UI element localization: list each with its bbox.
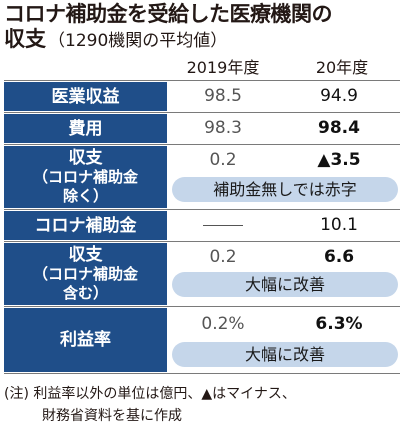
label-line: 除く） xyxy=(62,187,108,205)
footnote-line: 財務省資料を基に作成 xyxy=(42,408,182,424)
value-2019-expenses: 98.3 xyxy=(204,118,242,138)
row-label-margin: 利益率 xyxy=(4,308,167,372)
label-line: 収支 xyxy=(68,148,103,168)
dash-mark xyxy=(203,224,243,226)
divider xyxy=(4,306,400,307)
page-title: コロナ補助金を受給した医療機関の xyxy=(4,2,333,26)
column-header-2020: 20年度 xyxy=(315,58,369,77)
annotation-improved: 大幅に改善 xyxy=(172,342,398,367)
subtitle: 収支 （1290機関の平均値） xyxy=(4,27,400,54)
row-label-expenses: 費用 xyxy=(4,114,167,143)
value-2020-balance-incl: 6.6 xyxy=(323,247,355,267)
subtitle-main: 収支 xyxy=(4,27,46,51)
subtitle-note: （1290機関の平均値） xyxy=(48,31,228,51)
divider xyxy=(4,144,400,145)
value-2020-balance-excl: ▲3.5 xyxy=(317,150,361,170)
value-2019-balance-incl: 0.2 xyxy=(209,247,237,267)
column-header-2019: 2019年度 xyxy=(186,58,260,77)
annotation-improved: 大幅に改善 xyxy=(172,272,398,297)
label-line: （コロナ補助金 xyxy=(32,168,138,186)
value-2020-expenses: 98.4 xyxy=(318,118,360,138)
label-line: 収支 xyxy=(68,245,103,265)
value-2019-subsidy xyxy=(168,213,278,237)
footnote: (注) 利益率以外の単位は億円、▲はマイナス、 財務省資料を基に作成 xyxy=(4,383,400,427)
row-label-revenue: 医業収益 xyxy=(4,82,167,111)
value-2019-balance-excl: 0.2 xyxy=(209,150,237,170)
divider xyxy=(4,80,400,81)
divider xyxy=(4,373,400,374)
divider xyxy=(4,241,400,242)
value-2020-subsidy: 10.1 xyxy=(320,215,358,235)
row-label-balance-excl: 収支 （コロナ補助金 除く） xyxy=(4,146,167,208)
divider xyxy=(4,209,400,210)
row-label-balance-incl: 収支 （コロナ補助金 含む） xyxy=(4,243,167,305)
label-line: （コロナ補助金 xyxy=(32,265,138,283)
label-line: 含む） xyxy=(62,284,108,302)
row-label-subsidy: コロナ補助金 xyxy=(4,211,167,240)
value-2020-margin: 6.3% xyxy=(315,314,363,334)
value-2019-margin: 0.2% xyxy=(201,314,245,334)
divider xyxy=(4,112,400,113)
annotation-deficit: 補助金無しでは赤字 xyxy=(172,177,398,202)
value-2020-revenue: 94.9 xyxy=(320,86,358,106)
footnote-line: (注) 利益率以外の単位は億円、▲はマイナス、 xyxy=(4,386,296,402)
title-block: コロナ補助金を受給した医療機関の 収支 （1290機関の平均値） xyxy=(4,2,400,54)
value-2019-revenue: 98.5 xyxy=(204,86,242,106)
